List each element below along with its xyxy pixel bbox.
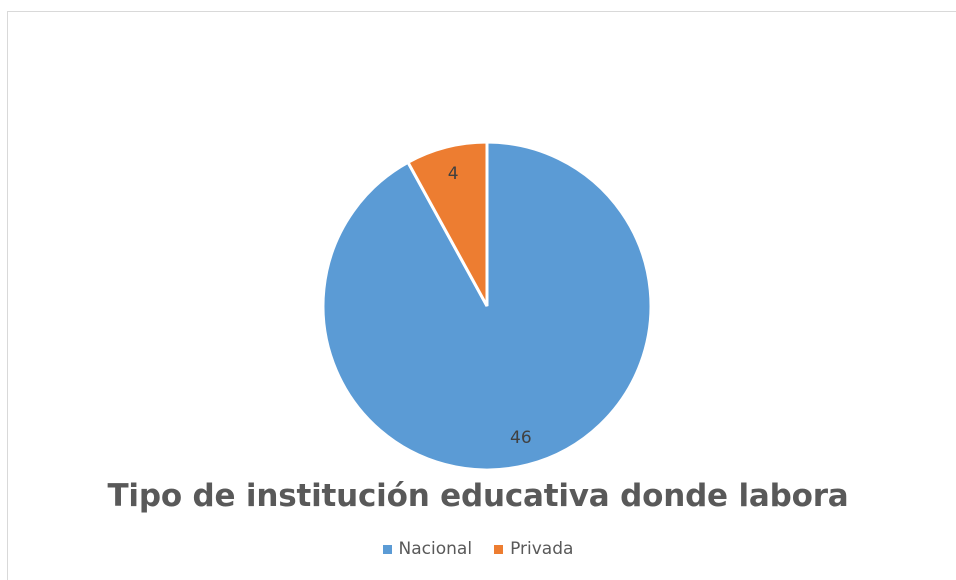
pie-slice-privada — [405, 140, 489, 307]
legend-entry-privada: Privada — [494, 539, 573, 559]
chart-title: Tipo de institución educativa donde labo… — [107, 478, 849, 514]
data-label-nacional: 46 — [510, 428, 532, 448]
data-label-privada: 4 — [448, 164, 459, 184]
legend-swatch — [494, 544, 504, 554]
legend-swatch — [382, 544, 392, 554]
chart-legend: Nacional Privada — [0, 539, 956, 559]
legend-label: Nacional — [398, 539, 473, 559]
pie-data-labels: 46 4 — [448, 164, 532, 448]
legend-label: Privada — [510, 539, 574, 559]
pie-slices — [321, 140, 653, 472]
legend-entry-nacional: Nacional — [382, 539, 473, 559]
